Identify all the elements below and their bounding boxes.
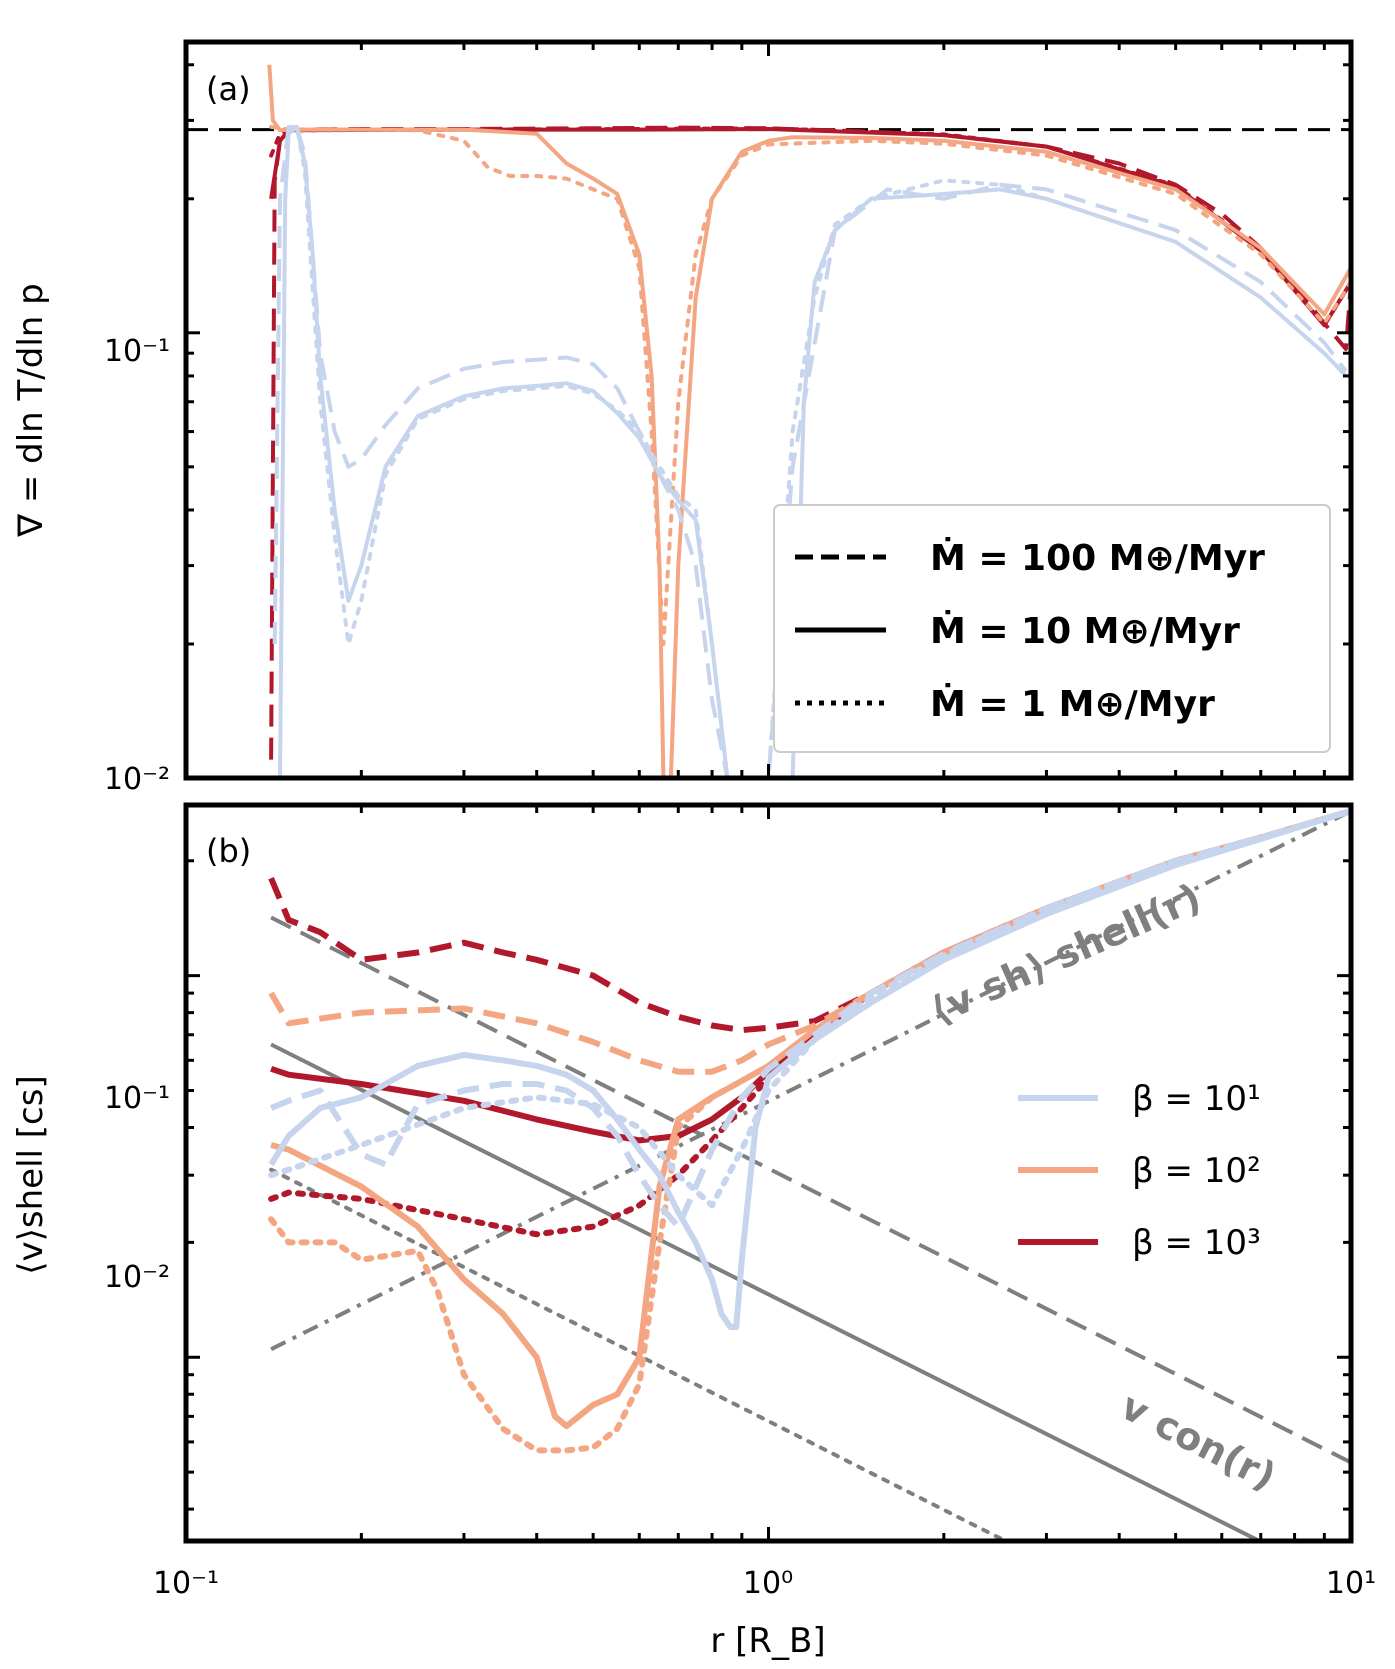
b-ytick-label-1: 10⁻¹ [104, 1081, 170, 1116]
panel-a-legend: Ṁ = 100 M⊕/Myr Ṁ = 10 M⊕/Myr Ṁ = 1 M⊕/My… [773, 504, 1331, 753]
series-line-b-7 [268, 808, 1351, 1330]
panel-b-xlabel: r [R_B] [710, 1621, 825, 1661]
panel-a: (a) 10⁻² 10⁻¹ ∇ = dln T/dln p Ṁ = 100 M⊕… [11, 39, 1354, 797]
legend-label-mdot-1: Ṁ = 1 M⊕/Myr [930, 683, 1215, 725]
panel-b-tag: (b) [206, 832, 251, 870]
series-line-a-4 [269, 124, 1351, 646]
panel-b-x-tick-labels: 10⁻¹ 10⁰ 10¹ [153, 1566, 1376, 1601]
legend-label-mdot-100: Ṁ = 100 M⊕/Myr [930, 537, 1265, 579]
reference-line-0 [270, 809, 1351, 1351]
legend-label-mdot-10: Ṁ = 10 M⊕/Myr [930, 610, 1240, 652]
panel-a-plot-area [186, 64, 1351, 778]
b-xtick-label-1: 10⁰ [743, 1566, 793, 1601]
b-xtick-label-0: 10⁻¹ [153, 1566, 219, 1601]
panel-b-series [268, 808, 1351, 1454]
b-ytick-label-0: 10⁻² [104, 1260, 170, 1295]
series-line-b-0 [268, 808, 1351, 1034]
a-ytick-label-0: 10⁻² [104, 762, 170, 797]
legend-label-beta-10-1: β = 10¹ [1132, 1079, 1261, 1119]
panel-a-y-tick-labels: 10⁻² 10⁻¹ [104, 334, 170, 797]
series-line-a-7 [286, 124, 1049, 778]
panel-b-ylabel: ⟨v⟩shell [cs] [11, 1075, 51, 1274]
legend-label-beta-10-2: β = 10² [1132, 1151, 1261, 1191]
b-xtick-label-2: 10¹ [1326, 1566, 1376, 1601]
panel-a-series [267, 64, 1351, 778]
series-line-a-6 [278, 124, 1348, 778]
a-ytick-label-1: 10⁻¹ [104, 334, 170, 369]
series-line-b-8 [268, 808, 1351, 1209]
panel-a-tag: (a) [206, 70, 251, 108]
panel-b-y-tick-labels: 10⁻² 10⁻¹ [104, 1081, 170, 1295]
panel-b-frame [183, 802, 1354, 1544]
panel-a-ylabel: ∇ = dln T/dln p [11, 283, 51, 537]
legend-label-beta-10-3: β = 10³ [1132, 1223, 1261, 1263]
panel-b-legend: β = 10¹ β = 10² β = 10³ [1018, 1079, 1261, 1263]
panel-b: (b) 10⁻² 10⁻¹ 10⁻¹ 10⁰ 10¹ r [R_B] ⟨v⟩sh… [11, 802, 1376, 1661]
panel-a-frame [183, 39, 1354, 781]
panel-b-plot-area [268, 808, 1351, 1541]
reference-line-2 [270, 1042, 1264, 1541]
legend-box [773, 504, 1331, 753]
